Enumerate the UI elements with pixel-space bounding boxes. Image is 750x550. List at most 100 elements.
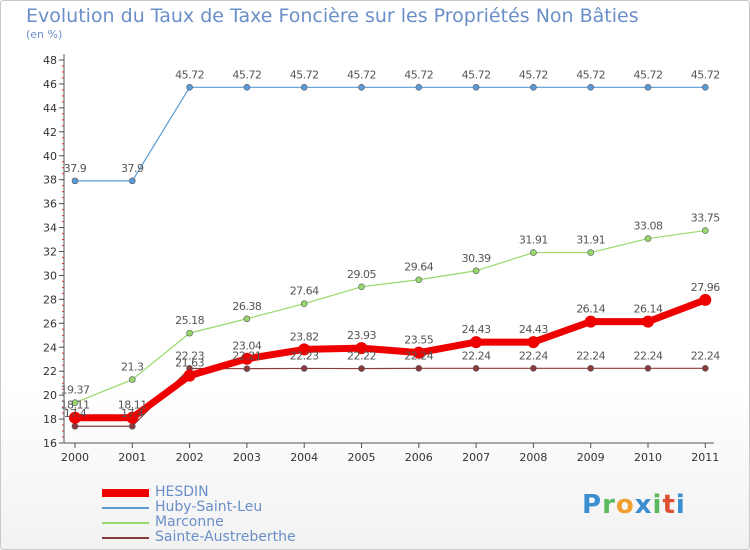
logo-letter: t bbox=[662, 490, 676, 520]
data-label: 22.24 bbox=[691, 349, 720, 362]
data-label: 31.91 bbox=[519, 234, 548, 247]
series-line-hesdin bbox=[75, 296, 707, 422]
series-line-marconne bbox=[74, 229, 706, 404]
x-tick-label: 2000 bbox=[61, 451, 89, 464]
x-tick-label: 2009 bbox=[577, 451, 605, 464]
data-label: 23.93 bbox=[347, 329, 376, 342]
data-point bbox=[644, 365, 652, 372]
logo-letter: i bbox=[652, 490, 663, 520]
legend-label: Huby-Saint-Leu bbox=[155, 499, 263, 515]
data-label: 26.14 bbox=[576, 303, 605, 316]
legend-label: Sainte-Austreberthe bbox=[155, 529, 296, 545]
data-label: 22.21 bbox=[232, 350, 261, 363]
data-point bbox=[642, 315, 654, 328]
legend-swatch bbox=[102, 507, 149, 509]
data-point bbox=[129, 376, 136, 383]
y-tick-label: 26 bbox=[43, 317, 57, 330]
y-tick-label: 48 bbox=[43, 54, 57, 67]
y-tick-label: 46 bbox=[43, 78, 57, 91]
data-point bbox=[472, 267, 480, 275]
logo-letter: i bbox=[675, 490, 686, 520]
data-point bbox=[701, 83, 709, 91]
y-tick-label: 16 bbox=[43, 437, 57, 450]
data-point bbox=[243, 315, 251, 323]
data-point bbox=[472, 365, 480, 372]
x-tick-label: 2008 bbox=[519, 451, 547, 464]
data-label: 45.72 bbox=[175, 68, 204, 81]
data-label: 21.63 bbox=[175, 357, 204, 370]
data-label: 24.43 bbox=[519, 323, 548, 336]
data-label: 45.72 bbox=[290, 68, 319, 81]
data-label: 33.75 bbox=[691, 212, 720, 225]
data-label: 37.9 bbox=[121, 162, 144, 175]
data-label: 45.72 bbox=[347, 68, 376, 81]
data-point bbox=[701, 365, 709, 372]
x-tick-label: 2011 bbox=[691, 451, 719, 464]
y-unit-label: (en %) bbox=[26, 28, 63, 41]
data-point bbox=[472, 83, 480, 91]
y-tick-label: 36 bbox=[43, 198, 57, 211]
data-label: 23.82 bbox=[290, 330, 319, 343]
logo-letter: r bbox=[602, 490, 616, 520]
data-label: 33.08 bbox=[634, 220, 663, 233]
y-tick-label: 24 bbox=[43, 341, 57, 354]
data-label: 29.05 bbox=[347, 268, 376, 281]
x-tick-label: 2002 bbox=[176, 451, 204, 464]
data-label: 22.24 bbox=[576, 349, 605, 362]
legend-item: Marconne bbox=[102, 515, 332, 530]
data-point bbox=[699, 293, 712, 306]
logo-letter: P bbox=[582, 490, 603, 520]
data-point bbox=[243, 83, 251, 91]
chart-title: Evolution du Taux de Taxe Foncière sur l… bbox=[26, 5, 639, 27]
data-point bbox=[129, 422, 136, 430]
data-point bbox=[71, 399, 79, 406]
legend-item: HESDIN bbox=[102, 485, 332, 500]
data-label: 21.3 bbox=[121, 361, 144, 374]
data-point bbox=[530, 365, 537, 372]
data-label: 45.72 bbox=[462, 68, 491, 81]
legend-item: Sainte-Austreberthe bbox=[102, 530, 332, 545]
x-tick-label: 2010 bbox=[634, 451, 662, 464]
data-label: 37.9 bbox=[64, 162, 87, 175]
x-tick-label: 2003 bbox=[233, 451, 261, 464]
y-tick-label: 32 bbox=[43, 246, 57, 259]
y-tick-label: 44 bbox=[43, 102, 57, 115]
legend-swatch bbox=[102, 522, 149, 524]
legend-swatch bbox=[102, 537, 149, 539]
data-label: 31.91 bbox=[576, 234, 605, 247]
y-tick-label: 18 bbox=[43, 413, 57, 426]
legend-item: Huby-Saint-Leu bbox=[102, 500, 332, 515]
data-point bbox=[415, 365, 423, 372]
data-label: 22.24 bbox=[404, 349, 433, 362]
data-label: 22.23 bbox=[175, 349, 204, 362]
data-label: 23.04 bbox=[232, 340, 261, 353]
y-tick-label: 28 bbox=[43, 293, 57, 306]
data-point bbox=[470, 336, 483, 349]
series-line-sainte-austreberthe bbox=[75, 367, 706, 427]
y-tick-label: 40 bbox=[43, 150, 57, 163]
data-label: 17.4 bbox=[64, 407, 87, 420]
data-label: 18.11 bbox=[118, 399, 147, 412]
data-point bbox=[69, 411, 81, 424]
data-label: 22.24 bbox=[462, 349, 491, 362]
data-label: 22.22 bbox=[347, 350, 376, 363]
data-label: 22.23 bbox=[290, 349, 319, 362]
data-label: 26.14 bbox=[634, 303, 663, 316]
data-point bbox=[527, 336, 540, 349]
x-tick-label: 2007 bbox=[462, 451, 490, 464]
data-point bbox=[243, 365, 251, 372]
data-point bbox=[412, 346, 425, 359]
data-label: 26.38 bbox=[232, 300, 261, 313]
y-tick-label: 42 bbox=[43, 126, 57, 139]
data-label: 30.39 bbox=[462, 252, 491, 265]
data-label: 22.24 bbox=[634, 349, 663, 362]
data-point bbox=[358, 283, 365, 291]
data-label: 23.55 bbox=[404, 334, 433, 347]
data-point bbox=[358, 365, 365, 372]
data-point bbox=[240, 352, 253, 365]
data-label: 19.37 bbox=[61, 384, 90, 397]
data-label: 27.96 bbox=[691, 281, 720, 294]
data-label: 45.72 bbox=[576, 68, 605, 81]
data-label: 29.64 bbox=[404, 261, 433, 274]
